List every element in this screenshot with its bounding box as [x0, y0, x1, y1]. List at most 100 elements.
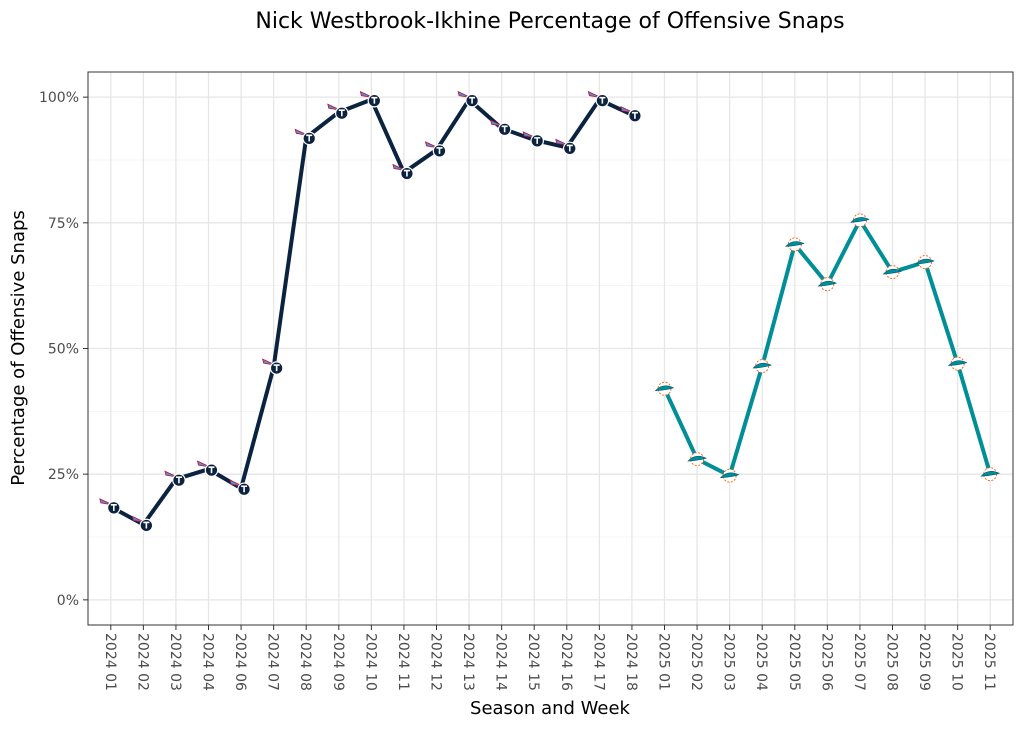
titans-logo-t [599, 96, 606, 104]
x-tick-label: 2025 01 [655, 633, 671, 691]
titans-logo-t [403, 169, 410, 177]
dolphins-logo-body [850, 217, 870, 223]
chart-title: Nick Westbrook-Ikhine Percentage of Offe… [255, 9, 844, 34]
series-tennessee-titans [99, 90, 642, 533]
x-tick-label: 2024 06 [232, 633, 248, 691]
x-tick-label: 2025 07 [851, 633, 867, 691]
x-tick-label: 2025 05 [786, 633, 802, 691]
x-tick-label: 2024 14 [493, 633, 509, 691]
data-point-marker [980, 467, 1000, 482]
x-tick-label: 2024 09 [330, 633, 346, 691]
x-tick-label: 2024 04 [200, 633, 216, 691]
titans-logo-t [338, 109, 345, 117]
data-point-marker [164, 470, 186, 488]
x-tick-label: 2024 16 [558, 633, 574, 691]
data-point-marker [359, 90, 382, 108]
titans-logo-t [371, 96, 378, 104]
y-tick-label: 0% [57, 593, 79, 609]
data-point-marker [620, 106, 642, 123]
series-miami-dolphins [654, 213, 1000, 483]
data-point-marker [490, 119, 512, 137]
dolphins-logo-body [719, 472, 740, 479]
x-tick-label: 2025 03 [721, 633, 737, 691]
data-point-marker [131, 515, 154, 533]
titans-logo-t [143, 521, 150, 529]
x-tick-label: 2025 09 [916, 633, 932, 691]
dolphins-logo-body [915, 258, 935, 265]
titans-logo-t [566, 144, 573, 152]
titans-logo-t [175, 476, 182, 484]
x-tick-label: 2024 10 [362, 633, 378, 691]
data-point-marker [587, 90, 610, 108]
major-gridlines [88, 72, 1013, 625]
y-axis-title: Percentage of Offensive Snaps [8, 210, 29, 486]
series-layer [99, 90, 1000, 533]
x-tick-label: 2024 13 [460, 633, 476, 691]
x-tick-label: 2025 06 [818, 633, 834, 691]
data-point-marker [392, 163, 414, 181]
data-point-marker [457, 90, 479, 108]
data-point-marker [817, 277, 838, 292]
data-point-marker [882, 265, 903, 280]
x-tick-label: 2024 12 [428, 633, 444, 691]
titans-logo-t [306, 134, 313, 142]
data-point-marker [915, 255, 935, 270]
dolphins-logo-body [947, 360, 968, 366]
data-point-marker [785, 237, 805, 252]
data-point-marker [850, 213, 870, 228]
titans-logo-t [208, 466, 215, 474]
data-point-marker [327, 103, 349, 121]
data-point-marker [719, 468, 740, 483]
data-point-marker [687, 452, 707, 467]
x-tick-label: 2025 11 [981, 633, 997, 691]
dolphins-logo-body [817, 280, 838, 287]
x-tick-label: 2024 02 [134, 633, 150, 691]
minor-gridlines [88, 159, 1013, 538]
data-point-marker [654, 381, 675, 396]
y-tick-label: 50% [48, 342, 79, 358]
data-point-marker [752, 359, 772, 374]
x-tick-label: 2024 03 [167, 633, 183, 691]
x-tick-label: 2024 18 [623, 633, 639, 691]
x-tick-label: 2025 08 [883, 633, 899, 691]
data-point-marker [99, 498, 121, 515]
y-axis: 0% 25% 50% 75% 100% [39, 90, 88, 609]
titans-logo-t [436, 147, 443, 154]
titans-logo-t [241, 485, 248, 493]
y-tick-label: 100% [39, 90, 79, 106]
dolphins-logo-body [785, 241, 805, 247]
data-point-marker [555, 138, 577, 156]
x-tick-label: 2024 11 [395, 633, 411, 691]
x-tick-label: 2024 17 [590, 633, 606, 691]
data-point-marker [196, 460, 219, 477]
data-point-marker [947, 356, 968, 371]
dolphins-logo-body [687, 455, 707, 462]
y-tick-label: 75% [48, 216, 79, 232]
x-tick-label: 2025 04 [753, 633, 769, 691]
x-tick-label: 2025 10 [949, 633, 965, 691]
x-axis: 2024 01 2024 02 2024 03 2024 04 2024 06 2024 … [102, 625, 997, 691]
x-tick-label: 2024 07 [265, 633, 281, 691]
y-tick-label: 25% [48, 467, 79, 483]
data-point-marker [294, 128, 317, 146]
dolphins-logo-body [752, 362, 772, 369]
x-tick-label: 2025 02 [688, 633, 704, 691]
dolphins-logo-body [980, 470, 1000, 477]
titans-logo-t [469, 96, 476, 104]
dolphins-logo-body [654, 385, 675, 392]
titans-logo-t [631, 111, 638, 119]
titans-logo-t [534, 137, 541, 144]
x-axis-title: Season and Week [470, 698, 631, 719]
x-tick-label: 2024 01 [102, 633, 118, 691]
data-point-marker [229, 479, 251, 497]
titans-logo-t [273, 364, 280, 372]
x-tick-label: 2024 15 [525, 633, 541, 691]
dolphins-logo-body [882, 268, 903, 275]
titans-logo-t [501, 125, 508, 133]
data-point-marker [522, 131, 545, 148]
titans-logo-t [110, 504, 117, 511]
data-point-marker [424, 141, 447, 158]
x-tick-label: 2024 08 [297, 633, 313, 691]
data-point-marker [262, 358, 284, 375]
